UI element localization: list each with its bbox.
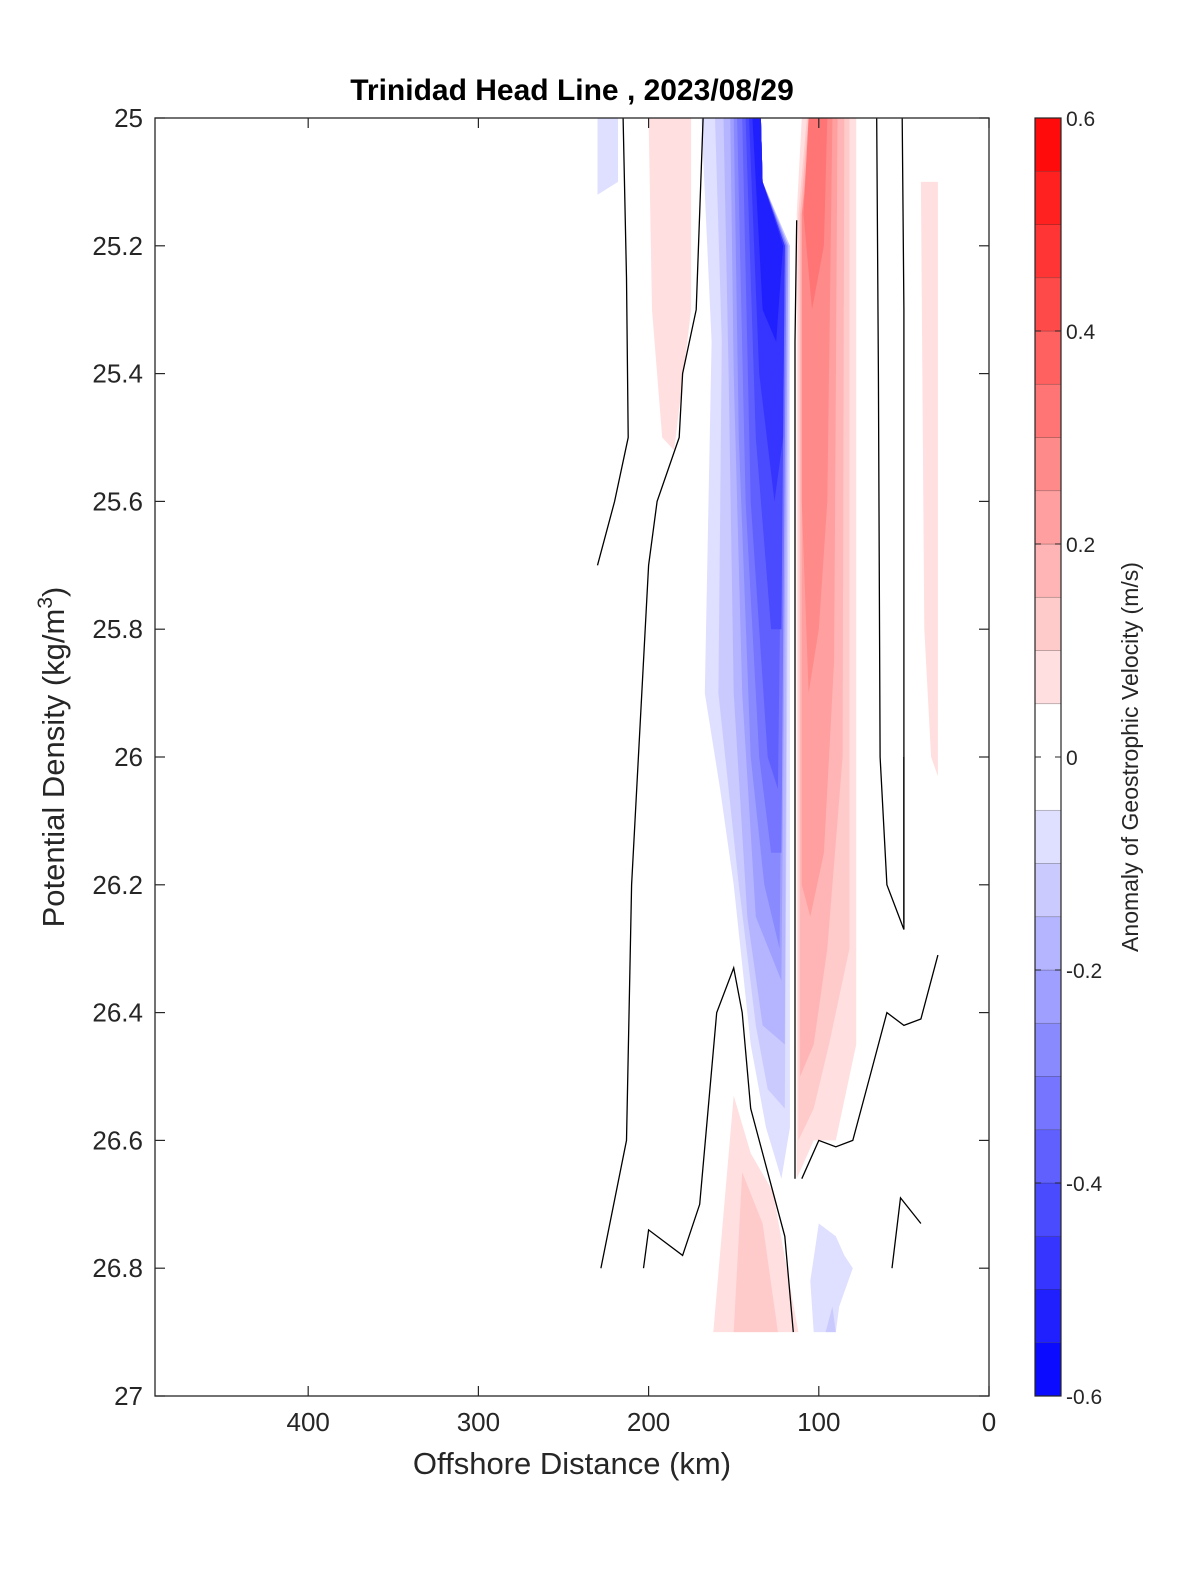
plot-area: 400 300 200 100 0 25 25.2 25.4 25.6 25.8 26 26.2 26… xyxy=(92,103,996,1437)
colorbar-band xyxy=(1034,1129,1062,1184)
colorbar-band xyxy=(1034,117,1062,172)
y-tick-label: 25.4 xyxy=(92,359,143,389)
contour-zero-contour-deep-right xyxy=(801,954,939,1179)
colorbar-band xyxy=(1034,596,1062,651)
contour-zero-contour-inshore-2 xyxy=(901,117,905,924)
colorbar-tick-label: -0.4 xyxy=(1066,1173,1103,1196)
colorbar-band xyxy=(1034,1182,1062,1237)
colorbar-tick-label: -0.6 xyxy=(1066,1386,1102,1409)
colorbar-band xyxy=(1034,969,1062,1024)
y-axis-label: Potential Density (kg/m3) xyxy=(34,587,71,928)
colorbar-band xyxy=(1034,1076,1062,1131)
region-jet-positive-325 xyxy=(803,118,828,310)
contour-zero-contour-far-offshore xyxy=(596,117,629,566)
colorbar-tick-label: -0.2 xyxy=(1066,960,1102,983)
region-deep-negative-125 xyxy=(825,1306,836,1333)
colorbar-band xyxy=(1034,1342,1062,1397)
y-axis-label-main: Potential Density (kg/m xyxy=(36,609,71,928)
contour-zero-contour-deep-left xyxy=(642,965,794,1333)
x-tick-label: 400 xyxy=(286,1407,329,1437)
colorbar-band xyxy=(1034,916,1062,971)
colorbar-bands xyxy=(1034,117,1062,1397)
x-tick-label: 300 xyxy=(457,1407,500,1437)
y-tick-label: 25 xyxy=(114,103,143,133)
colorbar-band xyxy=(1034,277,1062,332)
colorbar: 0.6 0.4 0.2 0 -0.2 -0.4 -0.6 xyxy=(1034,108,1103,1409)
y-tick-label: 26.8 xyxy=(92,1253,143,1283)
region-jet-negative-525 xyxy=(752,118,784,342)
colorbar-band xyxy=(1034,383,1062,438)
colorbar-ticks: 0.6 0.4 0.2 0 -0.2 -0.4 -0.6 xyxy=(1035,108,1103,1409)
colorbar-band xyxy=(1034,543,1062,598)
colorbar-label: Anomaly of Geostrophic Velocity (m/s) xyxy=(1117,562,1143,952)
region-nearshore-weak-positive xyxy=(920,181,938,777)
region-deep-positive-125 xyxy=(733,1172,778,1333)
colorbar-band xyxy=(1034,1235,1062,1290)
y-axis-label-tail: ) xyxy=(36,587,71,597)
colorbar-band xyxy=(1034,170,1062,225)
y-tick-label: 27 xyxy=(114,1381,143,1411)
y-tick-label: 25.2 xyxy=(92,231,143,261)
x-tick-label: 0 xyxy=(982,1407,996,1437)
y-axis-label-superscript: 3 xyxy=(34,597,57,609)
contour-zero-contour-deep-small xyxy=(891,1196,922,1269)
y-tick-label: 25.8 xyxy=(92,614,143,644)
region-offshore-weak-positive xyxy=(648,118,692,451)
x-axis-ticks: 400 300 200 100 0 xyxy=(286,118,996,1437)
colorbar-tick-label: 0.2 xyxy=(1066,534,1095,557)
region-offshore-weak-negative xyxy=(597,118,618,195)
y-tick-label: 26.6 xyxy=(92,1125,143,1155)
filled-contour-layer xyxy=(597,118,938,1333)
colorbar-band xyxy=(1034,1022,1062,1077)
y-tick-label: 26.4 xyxy=(92,998,143,1028)
y-tick-label: 25.6 xyxy=(92,486,143,516)
y-tick-label: 26 xyxy=(114,742,143,772)
colorbar-band xyxy=(1034,809,1062,864)
colorbar-band xyxy=(1034,650,1062,705)
colorbar-tick-label: 0.6 xyxy=(1066,108,1095,131)
chart-title: Trinidad Head Line , 2023/08/29 xyxy=(350,74,794,107)
contour-zero-contour-jet-divider xyxy=(794,220,798,1179)
x-tick-label: 100 xyxy=(797,1407,840,1437)
colorbar-band xyxy=(1034,224,1062,279)
y-axis-ticks: 25 25.2 25.4 25.6 25.8 26 26.2 26.4 26.6 26.8 27 xyxy=(92,103,989,1411)
y-tick-label: 26.2 xyxy=(92,870,143,900)
colorbar-band xyxy=(1034,490,1062,545)
colorbar-band xyxy=(1034,330,1062,385)
colorbar-band xyxy=(1034,863,1062,918)
x-axis-label: Offshore Distance (km) xyxy=(413,1446,731,1481)
colorbar-band xyxy=(1034,1289,1062,1344)
colorbar-tick-label: 0.4 xyxy=(1066,321,1096,344)
region-deep-negative-075 xyxy=(810,1223,853,1333)
colorbar-band xyxy=(1034,437,1062,492)
contour-line-layer xyxy=(596,117,939,1333)
x-tick-label: 200 xyxy=(627,1407,670,1437)
colorbar-tick-label: 0 xyxy=(1066,747,1078,770)
contour-zero-contour-offshore xyxy=(600,117,704,1269)
plot-background xyxy=(155,118,989,1396)
